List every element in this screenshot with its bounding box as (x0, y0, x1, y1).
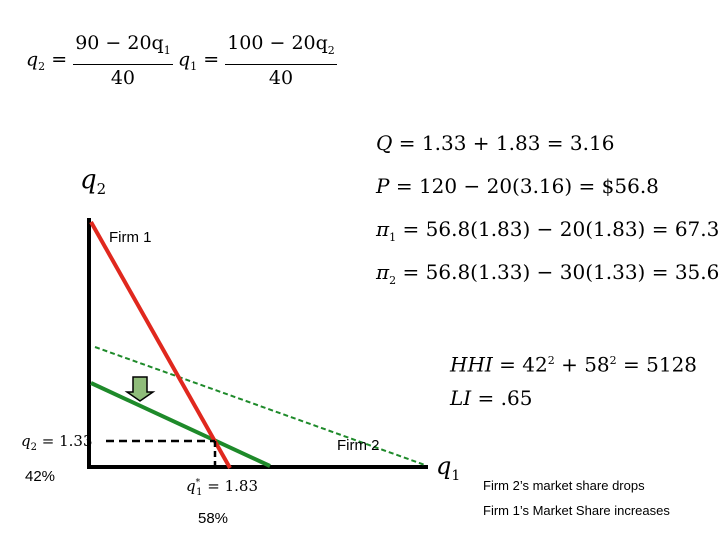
firm1-reaction-line (89, 221, 232, 469)
y-axis-label: q2 (80, 165, 107, 199)
reaction-function-firm1-fraction: 100 − 20q2 40 (225, 32, 337, 89)
shift-down-arrow (124, 376, 156, 402)
firm1-share-label: 58% (198, 510, 229, 527)
results-block: Q = 1.33 + 1.83 = 3.16 P = 120 − 20(3.16… (376, 126, 720, 298)
firm2-reaction-line (90, 381, 271, 468)
reaction-function-firm2-fraction: 90 − 20q1 40 (73, 32, 173, 89)
result-price: P = 120 − 20(3.16) = $56.8 (376, 174, 659, 198)
reaction-function-firm2: q2 = 90 − 20q1 40 (26, 32, 173, 89)
q1-equilibrium-label: q*1 = 1.83 (186, 477, 259, 498)
firm2-original-reaction-line (94, 346, 426, 466)
firm2-share-label: 42% (25, 468, 56, 485)
firm2-share-note: Firm 2’s market share drops (483, 478, 645, 493)
q2-equilibrium-label: q2 = 1.33 (21, 432, 93, 453)
firm1-share-note: Firm 1’s Market Share increases (483, 503, 670, 518)
x-axis-label: q1 (436, 452, 461, 484)
firm1-label: Firm 1 (109, 229, 152, 246)
result-profit-firm2: π2 = 56.8(1.33) − 30(1.33) = 35.64 (376, 260, 720, 287)
hhi-equation: HHI = 422 + 582 = 5128 (450, 352, 698, 377)
firm2-label: Firm 2 (337, 437, 380, 454)
result-total-quantity: Q = 1.33 + 1.83 = 3.16 (376, 131, 615, 155)
reaction-function-firm1: q1 = 100 − 20q2 40 (178, 32, 337, 89)
result-profit-firm1: π1 = 56.8(1.83) − 20(1.83) = 67.34 (376, 217, 720, 244)
li-equation: LI = .65 (450, 386, 533, 410)
